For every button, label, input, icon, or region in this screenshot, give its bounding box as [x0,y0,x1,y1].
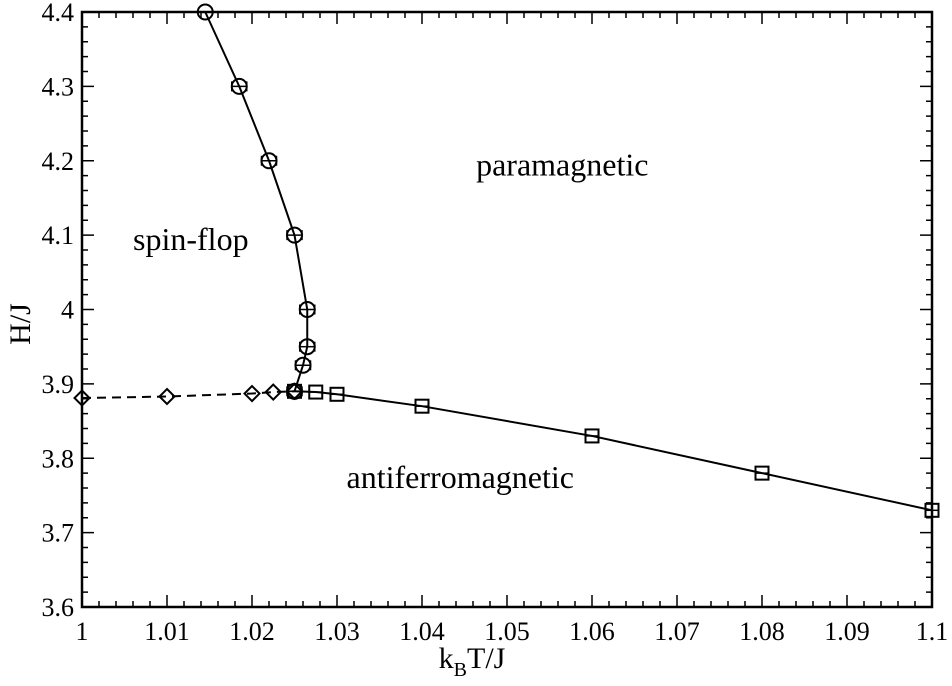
plot-frame [80,10,934,609]
y-tick-label: 4.4 [42,0,75,27]
y-tick-label: 3.8 [42,444,75,473]
region-label-paramagnetic: paramagnetic [476,147,648,183]
x-tick-label: 1.1 [916,617,949,646]
x-tick-label: 1.03 [314,617,360,646]
y-tick-label: 4 [61,296,74,325]
data-point-square [584,428,600,444]
region-annotations: paramagnetic spin-flop antiferromagnetic [133,147,648,495]
y-tick-label: 3.7 [42,519,75,548]
x-axis-title: kBT/J [439,642,506,681]
x-tick-label: 1.08 [739,617,785,646]
region-label-antiferromagnetic: antiferromagnetic [347,459,574,495]
data-markers [73,3,940,518]
data-point-circle [298,301,316,318]
x-tick-label: 1 [76,617,89,646]
data-point-square [754,465,770,481]
data-point-circle [298,338,316,356]
x-tick-label: 1.02 [229,617,275,646]
x-tick-label: 1.05 [484,617,530,646]
y-tick-label: 4.2 [42,147,75,176]
x-axis-title-base: k [439,642,454,675]
diamond-marker [158,387,176,406]
x-tick-label: 1.09 [824,617,870,646]
data-point-circle [294,356,312,374]
data-point-circle [230,77,248,95]
data-point-square [308,384,324,400]
diamond-marker [243,384,261,403]
data-point-square [287,383,302,399]
data-point-diamond [264,383,283,401]
x-tick-label: 1.06 [569,617,615,646]
x-tick-label: 1.07 [654,617,700,646]
data-point-circle [286,226,303,244]
y-tick-label: 4.1 [42,221,75,250]
data-point-circle [260,152,278,170]
data-point-diamond [158,387,176,406]
tick-labels: 1 1.01 1.02 1.03 1.04 1.05 1.06 1.07 1.08 1.09 1.1… [42,0,949,646]
region-label-spin-flop: spin-flop [133,221,249,257]
series-line-circle [204,11,309,392]
diamond-marker [264,383,283,401]
x-axis-title-subscript: B [454,659,467,681]
y-tick-label: 3.6 [42,593,75,622]
data-point-diamond [243,384,261,403]
y-axis-title: H/J [4,303,37,345]
x-tick-label: 1.01 [144,617,190,646]
y-tick-label: 4.3 [42,72,75,101]
data-point-square [414,398,430,414]
x-tick-label: 1.04 [399,617,445,646]
y-tick-label: 3.9 [42,370,75,399]
data-point-square [329,386,345,402]
x-axis-title-rest: T/J [467,642,506,675]
